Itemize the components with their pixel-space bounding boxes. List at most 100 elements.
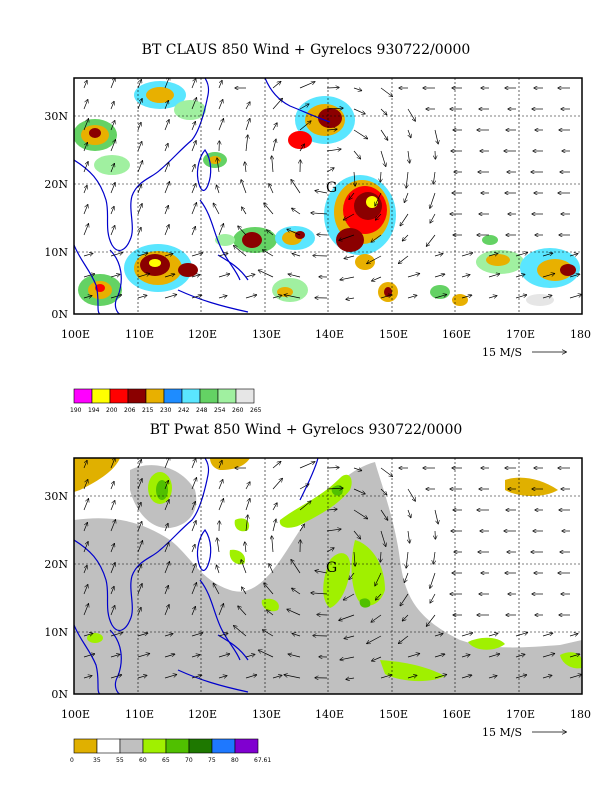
wind-vector bbox=[110, 482, 114, 490]
wind-vector bbox=[191, 521, 196, 532]
x-label: 140E bbox=[315, 708, 344, 721]
colorbar-swatch bbox=[163, 388, 183, 404]
wind-vector bbox=[245, 654, 255, 657]
wind-vector bbox=[191, 79, 196, 89]
colorbar-label: 0 bbox=[70, 757, 74, 764]
wind-vector bbox=[241, 180, 247, 194]
wind-vector bbox=[218, 253, 228, 256]
wind-vector bbox=[164, 654, 175, 658]
wind-vector bbox=[406, 171, 408, 188]
bottom-gridlines bbox=[74, 458, 582, 694]
wind-vector bbox=[213, 583, 220, 595]
wind-vector bbox=[83, 224, 88, 236]
wind-vector bbox=[110, 675, 122, 679]
wind-vector bbox=[83, 480, 88, 490]
wind-vector bbox=[137, 295, 147, 298]
wind-vector bbox=[110, 501, 115, 511]
wind-vector bbox=[110, 458, 115, 469]
wind-vector bbox=[83, 143, 87, 152]
wind-vector bbox=[164, 225, 169, 236]
wind-vector bbox=[372, 276, 382, 281]
wind-vector bbox=[110, 207, 114, 215]
wind-vector bbox=[515, 633, 527, 637]
wind-vector bbox=[407, 654, 419, 658]
colorbar-swatch bbox=[145, 388, 165, 404]
colorbar-label: 230 bbox=[160, 407, 172, 414]
wind-vector bbox=[137, 522, 142, 532]
wind-vector bbox=[326, 529, 341, 531]
top-gridlines bbox=[74, 78, 582, 314]
wind-vector bbox=[245, 542, 246, 553]
wind-vector bbox=[434, 295, 446, 299]
wind-vector bbox=[569, 274, 580, 278]
y-label: 20N bbox=[44, 178, 68, 191]
bottom-wind-scale: 15 M/S bbox=[482, 726, 566, 739]
wind-vector bbox=[83, 542, 88, 553]
wind-vector bbox=[164, 144, 168, 152]
wind-vector bbox=[326, 149, 341, 151]
bottom-map-panel: G 100E 110E 120E 130E 140E 150E 160E 170… bbox=[44, 457, 591, 764]
wind-vector bbox=[380, 509, 388, 520]
wind-vector bbox=[434, 509, 438, 524]
wind-vector bbox=[291, 560, 301, 574]
wind-vector bbox=[380, 129, 388, 140]
wind-vector bbox=[83, 676, 92, 678]
wind-vector bbox=[408, 509, 411, 517]
wind-vector bbox=[515, 675, 527, 679]
wind-vector bbox=[110, 654, 120, 657]
wind-vector bbox=[299, 144, 304, 152]
wind-vector bbox=[164, 206, 168, 215]
wind-vector bbox=[245, 274, 255, 277]
wind-vector bbox=[83, 81, 87, 89]
wind-vector bbox=[264, 583, 274, 595]
wind-vector bbox=[164, 295, 176, 299]
wind-vector bbox=[137, 608, 141, 616]
wind-vector bbox=[217, 158, 219, 173]
wind-vector bbox=[245, 119, 250, 131]
wind-vector bbox=[83, 585, 88, 595]
colorbar-swatch bbox=[181, 388, 201, 404]
wind-vector bbox=[191, 275, 200, 277]
x-label: 180 bbox=[570, 328, 591, 341]
bottom-panel-title: BT Pwat 850 Wind + Gyrelocs 930722/0000 bbox=[149, 422, 463, 438]
wind-vector bbox=[299, 82, 315, 89]
wind-vector bbox=[246, 515, 248, 532]
colorbar-label: 67.61 bbox=[254, 757, 271, 764]
wind-vector bbox=[164, 254, 173, 256]
wind-vector bbox=[326, 467, 339, 468]
wind-vector bbox=[216, 185, 219, 194]
wind-vector bbox=[242, 587, 247, 595]
wind-vector bbox=[242, 207, 247, 215]
wind-vector bbox=[191, 459, 196, 469]
wind-vector bbox=[367, 255, 382, 264]
wind-vector bbox=[245, 675, 257, 679]
wind-vector bbox=[380, 488, 387, 495]
wind-vector bbox=[137, 565, 141, 574]
wind-vector bbox=[372, 656, 382, 661]
wind-vector bbox=[299, 524, 304, 532]
wind-vector bbox=[164, 163, 169, 173]
wind-vector bbox=[217, 538, 219, 553]
wind-vector bbox=[191, 564, 196, 574]
wind-vector bbox=[272, 479, 282, 490]
colorbar-label: 190 bbox=[70, 407, 82, 414]
wind-vector bbox=[137, 654, 149, 658]
wind-vector bbox=[164, 634, 173, 636]
y-label: 20N bbox=[44, 558, 68, 571]
wind-vector bbox=[218, 274, 230, 278]
colorbar-swatch bbox=[199, 388, 219, 404]
top-map-panel: G 100E 110E 120E 130E 140E 150E 160E 170… bbox=[44, 77, 591, 414]
wind-vector bbox=[569, 254, 578, 256]
wind-vector bbox=[353, 150, 360, 159]
wind-vector bbox=[430, 192, 436, 208]
wind-vector bbox=[218, 296, 227, 298]
wind-vector bbox=[164, 586, 168, 595]
wind-vector bbox=[380, 467, 392, 476]
wind-vector bbox=[267, 610, 274, 616]
wind-vector bbox=[83, 296, 92, 298]
colorbar-swatch bbox=[235, 388, 255, 404]
colorbar-label: 248 bbox=[196, 407, 208, 414]
wind-vector bbox=[434, 675, 446, 679]
colorbar-label: 65 bbox=[162, 757, 170, 764]
y-label: 10N bbox=[44, 246, 68, 259]
